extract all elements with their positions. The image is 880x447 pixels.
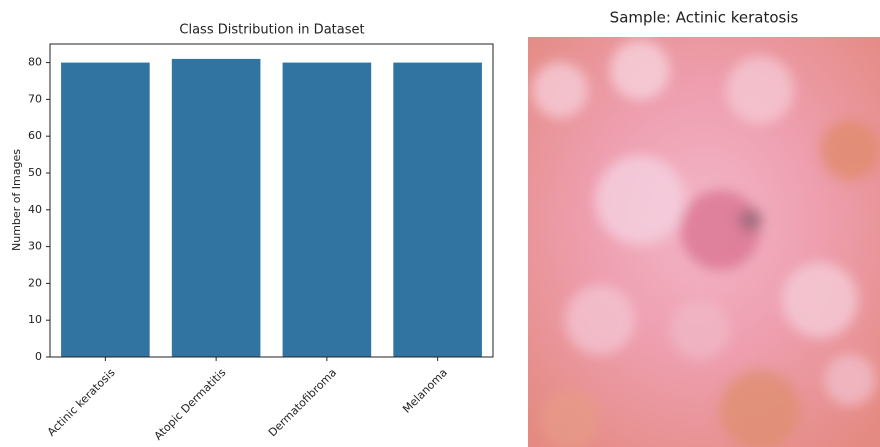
bar <box>61 63 150 357</box>
y-axis-label: Number of Images <box>10 149 23 251</box>
y-tick-label: 70 <box>28 92 42 105</box>
y-tick-label: 20 <box>28 276 42 289</box>
bar <box>283 63 372 357</box>
bar <box>172 59 261 357</box>
x-tick-label: Melanoma <box>400 366 450 416</box>
y-tick-label: 30 <box>28 240 42 253</box>
x-tick-label: Dermatofibroma <box>266 366 339 439</box>
image-title: Sample: Actinic keratosis <box>610 9 799 27</box>
chart-title: Class Distribution in Dataset <box>179 23 364 38</box>
plot-area: 0 10 20 30 40 50 60 70 80 Actinic keratosis Atopic… <box>28 56 482 443</box>
sample-image <box>528 37 880 447</box>
x-tick-label: Atopic Dermatitis <box>152 366 229 443</box>
bar <box>393 63 482 357</box>
y-tick-label: 0 <box>35 350 42 363</box>
y-tick-label: 50 <box>28 166 42 179</box>
y-tick-label: 10 <box>28 313 42 326</box>
y-tick-label: 60 <box>28 129 42 142</box>
figure: Class Distribution in Dataset Number of … <box>0 0 880 447</box>
y-tick-label: 80 <box>28 56 42 69</box>
x-tick-label: Actinic keratosis <box>45 366 118 439</box>
y-tick-label: 40 <box>28 203 42 216</box>
page: {"chart_data": {"type": "bar", "title": … <box>0 0 880 447</box>
